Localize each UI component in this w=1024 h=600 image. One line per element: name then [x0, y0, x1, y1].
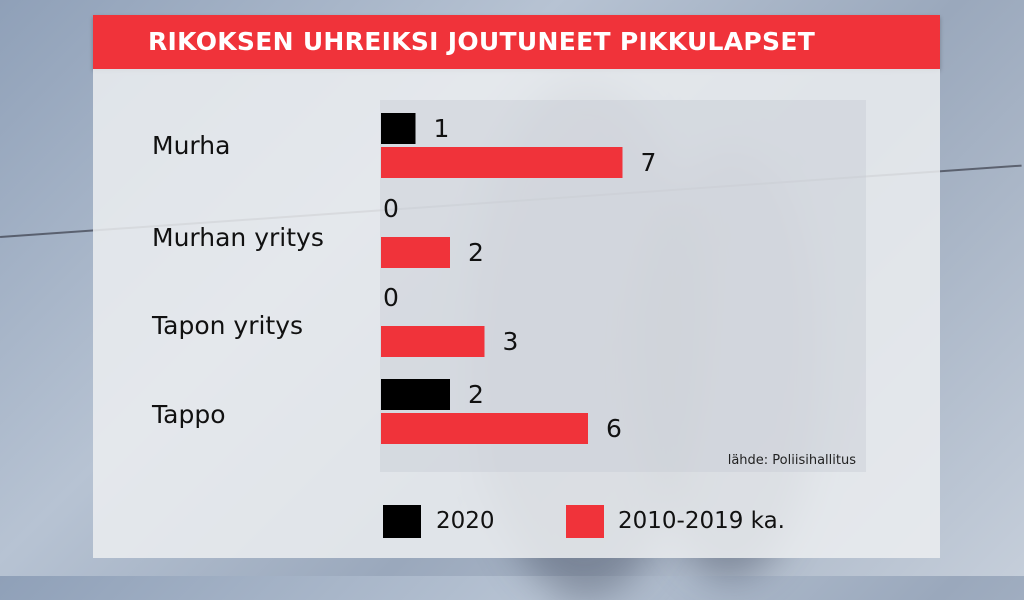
bar-average-3 [381, 413, 588, 444]
category-label-murhan-yritys: Murhan yritys [152, 223, 324, 252]
data-label-2020-0: 1 [434, 114, 450, 143]
data-label-average-1: 2 [468, 238, 484, 267]
legend-label-average: 2010-2019 ka. [618, 508, 785, 534]
data-label-average-2: 3 [503, 327, 519, 356]
bar-average-1 [381, 237, 450, 268]
data-label-2020-3: 2 [468, 380, 484, 409]
category-label-tappo: Tappo [152, 400, 226, 429]
bar-2020-0 [381, 113, 416, 144]
category-label-murha: Murha [152, 131, 231, 160]
category-label-tapon-yritys: Tapon yritys [152, 311, 304, 340]
legend-swatch-average [566, 505, 604, 538]
data-label-2020-2: 0 [383, 283, 399, 312]
source-note: lähde: Poliisihallitus [727, 453, 856, 468]
data-label-average-3: 6 [606, 414, 622, 443]
bar-2020-3 [381, 379, 450, 410]
bar-average-0 [381, 147, 623, 178]
bar-average-2 [381, 326, 485, 357]
title-bar: RIKOKSEN UHREIKSI JOUTUNEET PIKKULAPSET [93, 15, 940, 69]
data-label-2020-1: 0 [383, 194, 399, 223]
chart-title: RIKOKSEN UHREIKSI JOUTUNEET PIKKULAPSET [148, 27, 816, 56]
data-label-average-0: 7 [641, 148, 657, 177]
legend-swatch-2020 [383, 505, 421, 538]
legend-label-2020: 2020 [436, 508, 495, 534]
